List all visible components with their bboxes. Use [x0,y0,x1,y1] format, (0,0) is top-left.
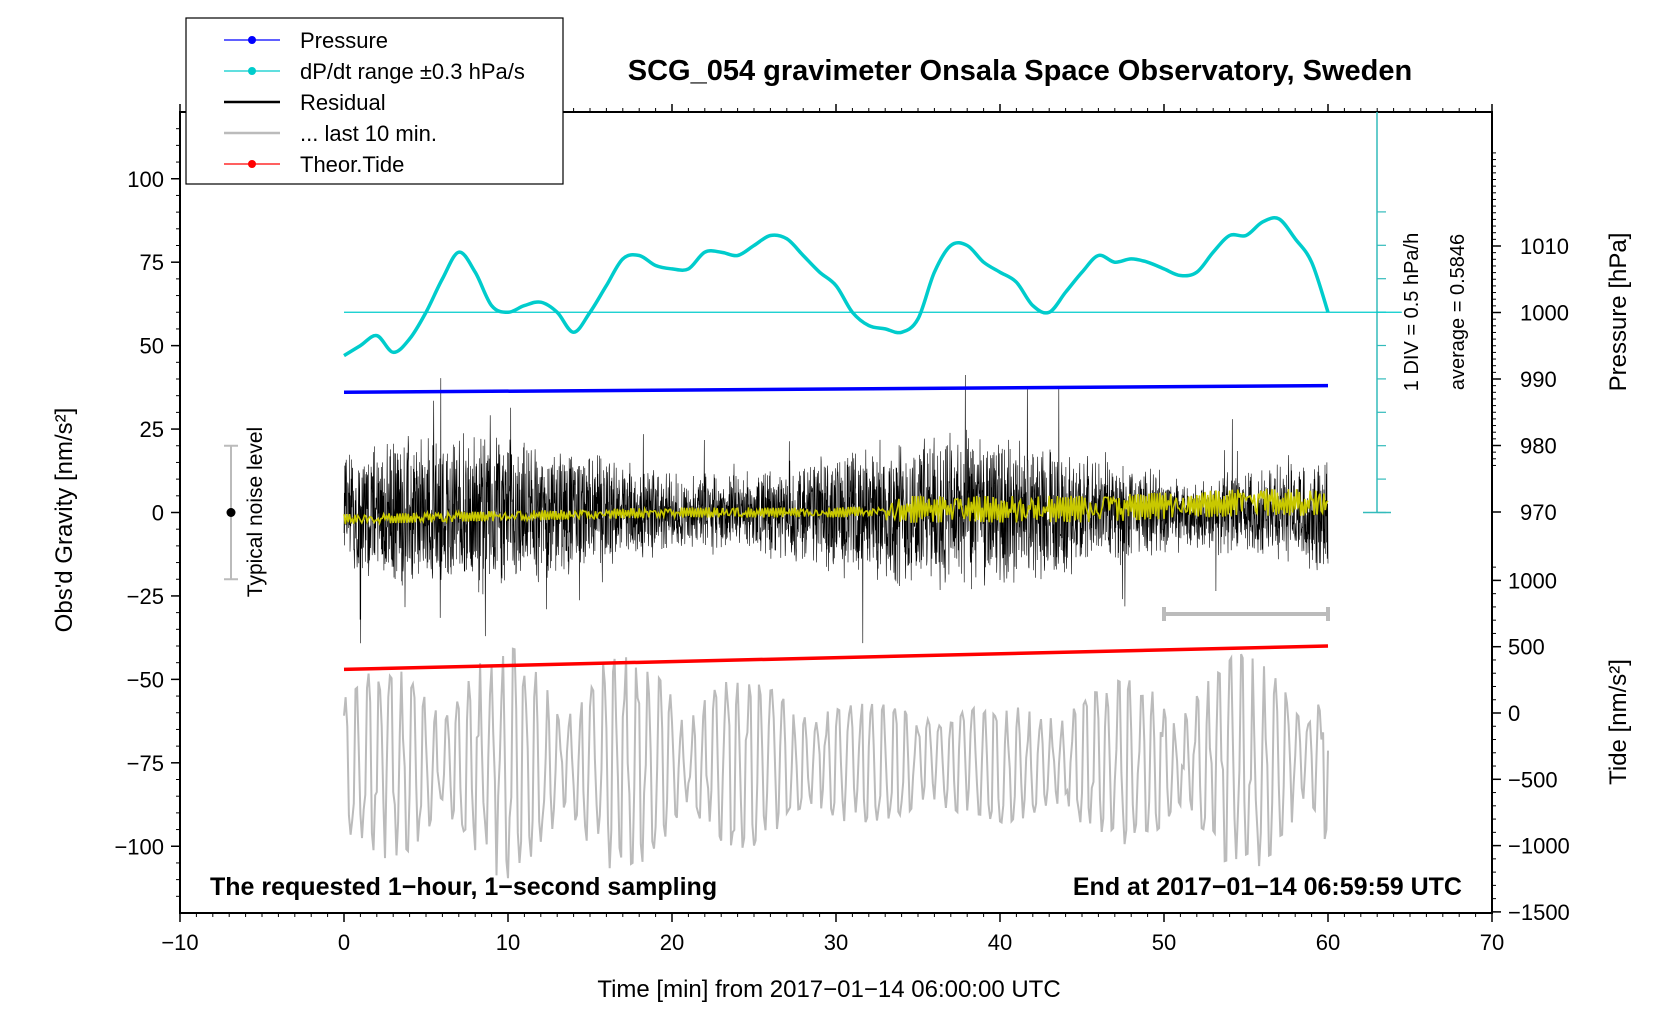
x-tick-label: 20 [660,930,684,955]
residual-series [343,374,1329,644]
tide-tick-label: −500 [1508,767,1558,792]
tide-tick-label: 500 [1508,635,1545,660]
tide-tick-label: 1000 [1508,568,1557,593]
dpdt-series [343,216,1330,358]
x-tick-label: 50 [1152,930,1176,955]
residual-smoothed-series [343,489,1329,526]
y-tick-label: 0 [152,501,164,526]
data-group [224,216,1402,879]
legend: Pressure dP/dt range ±0.3 hPa/s Residual..… [185,17,564,185]
legend-label: ... last 10 min. [300,121,437,146]
pressure-tick-label: 980 [1520,434,1557,459]
pressure-tick-label: 1000 [1520,301,1569,326]
noise-center-dot [226,508,236,517]
legend-marker [248,67,256,75]
legend-label: Residual [300,90,386,115]
theor-tide-series [343,644,1329,672]
div-label: 1 DIV = 0.5 hPa/h [1401,233,1423,391]
noise-level-label: Typical noise level [244,427,267,597]
pressure-tick-label: 990 [1520,367,1557,392]
y-tick-label: 100 [127,167,164,192]
legend-marker [248,160,256,168]
average-label: average = 0.5846 [1447,234,1469,390]
last-10-min-series [343,647,1329,879]
y-axis-label-gravity: Obs'd Gravity [nm/s²] [51,408,78,633]
axes-group [171,104,1501,922]
y-tick-label: −25 [127,584,164,609]
y-tick-label: −50 [127,667,164,692]
x-tick-label: 70 [1480,930,1504,955]
x-axis-label: Time [min] from 2017−01−14 06:00:00 UTC [597,976,1060,1003]
x-tick-label: 10 [496,930,520,955]
bottom-left-annotation: The requested 1−hour, 1−second sampling [210,873,717,901]
pressure-axis-label: Pressure [hPa] [1605,233,1632,392]
pressure-series [343,383,1329,395]
pressure-tick-label: 970 [1520,500,1557,525]
legend-label: dP/dt range ±0.3 hPa/s [300,59,525,84]
pressure-tick-label: 1010 [1520,234,1569,259]
y-tick-label: 75 [140,250,164,275]
x-tick-label: 40 [988,930,1012,955]
legend-label: Pressure [300,28,388,53]
chart-title: SCG_054 gravimeter Onsala Space Observat… [628,55,1412,87]
y-tick-label: −100 [114,834,164,859]
text-group: −10 0 10 20 30 40 50 60 701007550250−25−50−75−10… [114,167,1569,955]
tide-tick-label: −1500 [1508,900,1570,925]
x-tick-label: 0 [338,930,350,955]
tide-tick-label: −1000 [1508,834,1570,859]
x-tick-label: 60 [1316,930,1340,955]
legend-marker [248,36,256,44]
tide-axis-label: Tide [nm/s²] [1605,659,1632,785]
x-tick-label: −10 [161,930,198,955]
y-axis-label-text: Obs'd Gravity [nm/s²] [51,408,78,633]
x-tick-label: 30 [824,930,848,955]
bottom-right-annotation: End at 2017−01−14 06:59:59 UTC [1073,873,1462,901]
legend-label: Theor.Tide [300,152,404,177]
y-tick-label: 25 [140,417,164,442]
tide-tick-label: 0 [1508,701,1520,726]
y-tick-label: 50 [140,334,164,359]
y-tick-label: −75 [127,751,164,776]
